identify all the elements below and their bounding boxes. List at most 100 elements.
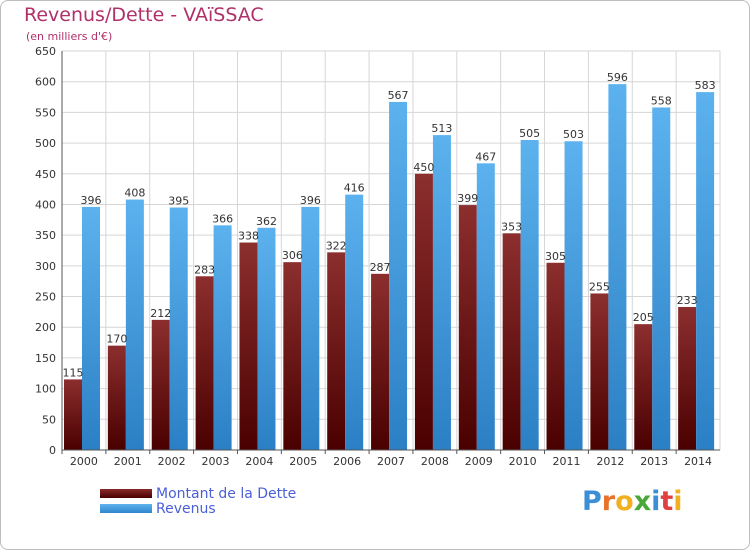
bar-revenue — [520, 140, 539, 450]
bar-revenue — [389, 101, 408, 451]
bar-debt — [107, 345, 126, 450]
chart-subtitle: (en milliers d'€) — [26, 30, 113, 43]
bar-revenue — [213, 225, 232, 450]
bar-revenue — [608, 84, 627, 450]
data-label-debt: 233 — [677, 294, 698, 307]
x-tick-label: 2002 — [158, 455, 186, 468]
data-label-debt: 287 — [370, 261, 391, 274]
bar-revenue — [257, 227, 276, 450]
data-label-revenue: 362 — [256, 215, 277, 228]
y-tick-label: 650 — [35, 45, 56, 58]
data-label-debt: 450 — [413, 161, 434, 174]
data-label-revenue: 416 — [344, 182, 365, 195]
data-label-revenue: 467 — [475, 150, 496, 163]
data-label-debt: 322 — [326, 239, 347, 252]
y-tick-label: 100 — [35, 383, 56, 396]
bar-debt — [283, 262, 302, 450]
axes: 0 50 100 150 200 250 300 350 400 450 500 550 600 650 2… — [35, 45, 720, 468]
legend-swatch-revenue — [100, 504, 152, 513]
y-tick-label: 600 — [35, 76, 56, 89]
data-label-debt: 205 — [633, 311, 654, 324]
bar-revenue — [476, 163, 495, 450]
data-label-debt: 399 — [457, 192, 478, 205]
legend-label-debt: Montant de la Dette — [156, 485, 297, 502]
bar-debt — [239, 242, 258, 450]
bars — [64, 84, 715, 451]
data-label-debt: 115 — [63, 366, 84, 379]
x-tick-label: 2005 — [289, 455, 317, 468]
bar-revenue — [564, 141, 583, 450]
x-tick-label: 2000 — [70, 455, 98, 468]
legend-item-debt: Montant de la Dette — [100, 485, 297, 502]
x-tick-label: 2014 — [684, 455, 712, 468]
x-tick-label: 2003 — [202, 455, 230, 468]
data-label-revenue: 583 — [695, 79, 716, 92]
data-label-revenue: 395 — [168, 195, 189, 208]
legend-item-revenue: Revenus — [100, 500, 296, 517]
data-label-revenue: 558 — [651, 94, 672, 107]
data-labels: 115 396 170 408 212 395 283 366 338 362 306 396 322 4… — [63, 71, 716, 379]
y-tick-label: 0 — [49, 444, 56, 457]
x-tick-label: 2001 — [114, 455, 142, 468]
y-tick-label: 400 — [35, 198, 56, 211]
chart-title: Revenus/Dette - VAïSSAC — [24, 4, 264, 26]
data-label-debt: 283 — [194, 263, 215, 276]
logo-letter: i — [673, 486, 683, 517]
proxiti-logo: Proxiti — [582, 486, 683, 517]
legend-label-revenue: Revenus — [156, 500, 216, 517]
logo-letter: t — [660, 486, 674, 517]
data-label-debt: 305 — [545, 250, 566, 263]
bar-revenue — [125, 199, 144, 450]
logo-letter: P — [582, 486, 602, 517]
data-label-revenue: 366 — [212, 212, 233, 225]
x-tick-label: 2004 — [245, 455, 273, 468]
bar-debt — [195, 276, 214, 450]
x-tick-label: 2010 — [509, 455, 537, 468]
bar-revenue — [169, 207, 188, 450]
logo-letter: o — [615, 486, 634, 517]
y-tick-label: 450 — [35, 168, 56, 181]
logo-letter: i — [651, 486, 661, 517]
bar-debt — [502, 233, 521, 450]
bar-debt — [371, 273, 390, 450]
bar-revenue — [301, 206, 320, 450]
bar-debt — [151, 319, 170, 450]
logo-letter: x — [633, 486, 652, 517]
legend-swatch-debt — [100, 489, 152, 498]
legend: Montant de la Dette Revenus — [100, 485, 297, 517]
bar-debt — [327, 252, 346, 450]
x-tick-label: 2013 — [640, 455, 668, 468]
bar-debt — [546, 262, 565, 450]
data-label-debt: 306 — [282, 249, 303, 262]
x-tick-label: 2006 — [333, 455, 361, 468]
y-tick-label: 50 — [42, 413, 56, 426]
data-label-debt: 170 — [106, 333, 127, 346]
bar-debt — [634, 324, 653, 450]
bar-debt — [64, 379, 82, 450]
bar-debt — [458, 205, 477, 450]
bar-revenue — [345, 194, 364, 450]
x-tick-label: 2007 — [377, 455, 405, 468]
data-label-revenue: 396 — [300, 194, 321, 207]
data-label-debt: 338 — [238, 230, 259, 243]
logo-letter: r — [601, 486, 616, 517]
data-label-revenue: 596 — [607, 71, 628, 84]
y-tick-label: 250 — [35, 291, 56, 304]
data-label-debt: 212 — [150, 307, 171, 320]
y-tick-label: 150 — [35, 352, 56, 365]
data-label-revenue: 505 — [519, 127, 540, 140]
bar-debt — [590, 293, 609, 450]
data-label-debt: 255 — [589, 280, 610, 293]
y-tick-label: 300 — [35, 260, 56, 273]
y-tick-label: 550 — [35, 106, 56, 119]
y-tick-label: 200 — [35, 321, 56, 334]
bar-revenue — [652, 107, 671, 450]
data-label-revenue: 408 — [124, 187, 145, 200]
bar-debt — [678, 306, 697, 450]
data-label-revenue: 396 — [81, 194, 102, 207]
bar-revenue — [696, 92, 715, 451]
bar-debt — [414, 173, 433, 450]
x-tick-label: 2008 — [421, 455, 449, 468]
bar-revenue — [82, 206, 100, 450]
